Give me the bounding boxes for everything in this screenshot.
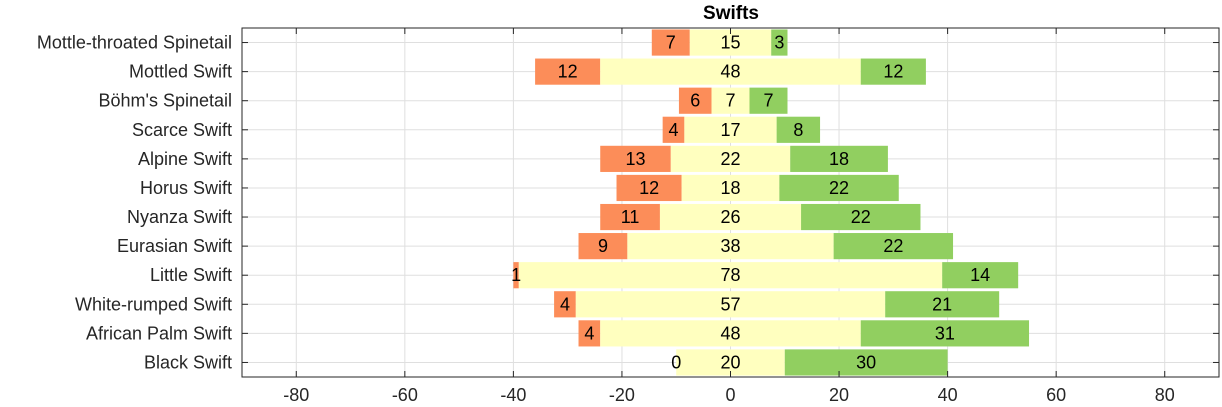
data-label: 0: [671, 352, 681, 372]
x-tick-label: 80: [1155, 385, 1175, 405]
data-label: 78: [720, 265, 740, 285]
bar-left: [678, 87, 712, 114]
data-label: 13: [625, 149, 645, 169]
bar-left: [600, 203, 660, 231]
data-label: 18: [720, 178, 740, 198]
data-label: 22: [851, 207, 871, 227]
category-label: Alpine Swift: [138, 149, 232, 169]
category-label: Mottle-throated Spinetail: [37, 33, 232, 53]
bar-right: [833, 233, 954, 260]
bar-right: [801, 203, 921, 231]
data-label: 38: [720, 236, 740, 256]
x-tick-label: 20: [829, 385, 849, 405]
bar-middle: [670, 145, 791, 172]
data-label: 21: [932, 294, 952, 314]
bar-right: [784, 349, 948, 376]
bar-left: [651, 29, 690, 56]
data-label: 1: [511, 265, 521, 285]
data-label: 18: [829, 149, 849, 169]
bar-right: [749, 87, 788, 114]
data-label: 22: [720, 149, 740, 169]
data-label: 11: [621, 207, 640, 227]
bar-left: [616, 174, 682, 202]
data-label: 20: [720, 352, 740, 372]
data-label: 17: [720, 120, 740, 140]
data-label: 15: [720, 33, 740, 53]
x-tick-label: 40: [938, 385, 958, 405]
data-label: 22: [829, 178, 849, 198]
bar-right: [942, 262, 1019, 289]
x-tick-label: 0: [725, 385, 735, 405]
bar-left: [554, 291, 576, 318]
category-label: Horus Swift: [140, 178, 232, 198]
category-label: Böhm's Spinetail: [98, 91, 232, 111]
x-tick-labels: -80 -60 -40 -20 0 20 40 60 80: [283, 385, 1174, 405]
bar-middle: [627, 233, 834, 260]
bar-middle: [600, 320, 861, 347]
bar-left: [662, 116, 685, 143]
data-label: 12: [639, 178, 659, 198]
data-label: 30: [856, 352, 876, 372]
category-label: Scarce Swift: [132, 120, 232, 140]
x-tick-label: -20: [609, 385, 635, 405]
bar-right: [771, 29, 788, 56]
bar-middle: [681, 174, 780, 202]
bar-right: [779, 174, 899, 202]
bar-right: [860, 58, 926, 85]
bars: [513, 29, 1030, 376]
bar-left: [578, 320, 601, 347]
data-label: 14: [970, 265, 990, 285]
data-label: 7: [763, 91, 773, 111]
data-label: 4: [584, 323, 594, 343]
x-tick-label: -80: [283, 385, 309, 405]
category-label: White-rumped Swift: [75, 294, 232, 314]
x-tick-label: -60: [392, 385, 418, 405]
category-label: Mottled Swift: [129, 62, 232, 82]
data-label: 3: [774, 33, 784, 53]
bar-left: [513, 262, 519, 289]
category-label: Eurasian Swift: [117, 236, 232, 256]
bar-middle: [518, 262, 943, 289]
data-label: 26: [720, 207, 740, 227]
data-label: 7: [666, 33, 676, 53]
data-label: 6: [690, 91, 700, 111]
data-label: 9: [598, 236, 608, 256]
data-label: 7: [725, 91, 735, 111]
bar-right: [776, 116, 821, 143]
category-label: Nyanza Swift: [127, 207, 232, 227]
bar-middle: [659, 203, 802, 231]
category-label: African Palm Swift: [86, 323, 232, 343]
category-label: Little Swift: [150, 265, 232, 285]
bar-middle: [684, 116, 777, 143]
data-label: 12: [883, 62, 903, 82]
category-labels: Mottle-throated Spinetail Mottled Swift Bö…: [37, 33, 232, 373]
data-label: 12: [558, 62, 578, 82]
category-label: Black Swift: [144, 352, 232, 372]
bar-middle: [575, 291, 886, 318]
bar-right: [885, 291, 1000, 318]
axes: [241, 27, 1220, 378]
chart-title: Swifts: [703, 3, 759, 24]
data-label: 4: [669, 120, 679, 140]
data-label: 48: [720, 62, 740, 82]
data-label: 31: [935, 323, 955, 343]
bar-right: [790, 145, 888, 172]
data-label: 57: [720, 294, 740, 314]
bar-middle: [600, 58, 861, 85]
data-label: 8: [793, 120, 803, 140]
bar-left: [535, 58, 601, 85]
x-tick-label: -40: [500, 385, 526, 405]
data-label: 22: [883, 236, 903, 256]
bar-right: [860, 320, 1030, 347]
bar-left: [578, 233, 628, 260]
data-label: 4: [560, 294, 570, 314]
data-label: 48: [720, 323, 740, 343]
bar-left: [600, 145, 671, 172]
x-tick-label: 60: [1046, 385, 1066, 405]
bar-middle: [711, 87, 750, 114]
